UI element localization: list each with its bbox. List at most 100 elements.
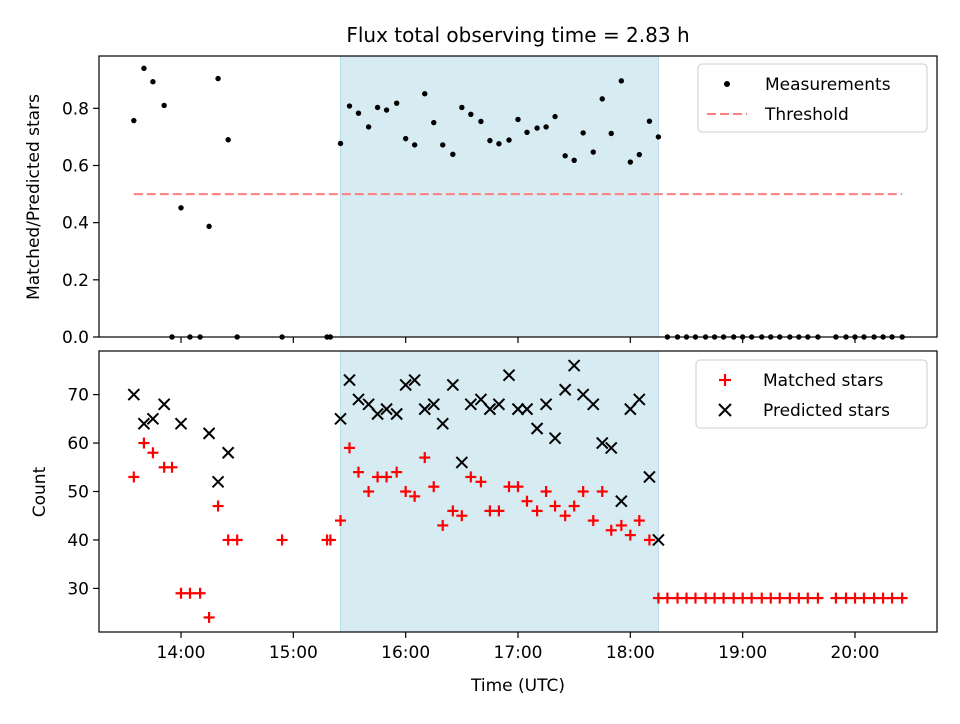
measurement-point xyxy=(355,110,362,116)
x-tick-label: 20:00 xyxy=(830,643,879,663)
matched-star-point xyxy=(886,592,898,604)
predicted-star-point xyxy=(127,388,141,401)
measurement-point xyxy=(411,142,418,148)
threshold-legend-label: Threshold xyxy=(764,105,849,125)
top-panel: 0.00.20.40.60.8 Matched/Predicted stars … xyxy=(24,55,938,348)
matched-star-point xyxy=(689,592,701,604)
predicted-star-point xyxy=(558,383,572,396)
x-tick-label: 19:00 xyxy=(718,643,767,663)
y-tick-label: 60 xyxy=(67,434,89,454)
matched-star-point xyxy=(128,471,140,483)
measurement-point xyxy=(450,151,456,158)
measurement-point xyxy=(402,135,409,142)
matched-star-point xyxy=(568,500,580,512)
matched-star-point xyxy=(194,587,206,599)
matched-star-point xyxy=(615,519,627,531)
y-tick-label: 0.6 xyxy=(62,156,89,176)
matched-star-point xyxy=(802,592,814,604)
matched-star-point xyxy=(184,587,196,599)
predicted-star-point xyxy=(343,373,356,387)
matched-star-point xyxy=(549,500,561,512)
matched-star-point xyxy=(419,452,431,464)
measurement-point xyxy=(646,118,653,124)
y-tick-label: 0.2 xyxy=(62,271,89,291)
matched-stars-points xyxy=(128,437,908,623)
matched-star-point xyxy=(587,515,599,527)
measurements-legend-label: Measurements xyxy=(765,75,891,95)
matched-star-point xyxy=(391,466,403,478)
y-tick-label: 70 xyxy=(67,386,89,406)
predicted-star-point xyxy=(624,402,637,416)
matched-stars-legend-label: Matched stars xyxy=(763,371,883,391)
x-tick-label: 15:00 xyxy=(269,643,318,663)
predicted-star-point xyxy=(492,398,506,411)
measurement-point xyxy=(131,117,137,124)
matched-star-point xyxy=(409,490,421,502)
matched-star-point xyxy=(381,471,393,483)
measurements-legend-marker xyxy=(724,81,730,87)
matched-star-point xyxy=(540,486,552,497)
matched-star-point xyxy=(512,481,524,493)
measurement-point xyxy=(206,223,212,230)
measurement-point xyxy=(337,140,344,147)
measurement-point xyxy=(422,91,428,97)
matched-star-point xyxy=(352,466,364,478)
measurement-point xyxy=(487,137,493,144)
matched-star-point xyxy=(774,592,786,604)
measurement-point xyxy=(543,124,549,130)
bottom-legend-box xyxy=(695,359,928,429)
y-tick-label: 0.4 xyxy=(62,214,89,234)
predicted-star-point xyxy=(157,398,171,411)
matched-star-point xyxy=(276,534,288,546)
measurement-point xyxy=(161,102,167,109)
predicted-star-point xyxy=(174,417,188,430)
predicted-star-point xyxy=(652,533,665,547)
bottom-panel: 30 40 50 60 70 14:00 15:00 16:00 17:00 18:00 19:0… xyxy=(30,350,938,696)
predicted-star-point xyxy=(146,412,160,426)
measurement-point xyxy=(571,157,577,164)
matched-star-point xyxy=(521,495,533,507)
bottom-x-axis: 14:00 15:00 16:00 17:00 18:00 19:00 20:00 xyxy=(157,632,879,663)
predicted-star-point xyxy=(520,402,534,416)
measurement-point xyxy=(383,107,390,113)
measurement-point xyxy=(215,75,221,82)
predicted-star-point xyxy=(352,393,365,406)
predicted-star-point xyxy=(474,393,488,406)
predicted-star-point xyxy=(615,494,628,508)
bottom-y-axis: 30 40 50 60 70 xyxy=(67,386,99,599)
top-y-axis-label: Matched/Predicted stars xyxy=(24,94,44,300)
matched-star-point xyxy=(465,471,477,483)
measurement-point xyxy=(524,129,530,136)
measurement-point xyxy=(562,153,568,159)
x-tick-label: 18:00 xyxy=(606,643,655,663)
matched-star-point xyxy=(624,529,636,541)
measurement-point xyxy=(627,159,634,165)
measurement-point xyxy=(468,111,474,118)
y-tick-label: 50 xyxy=(67,483,89,503)
matched-star-point xyxy=(428,481,440,493)
matched-star-point xyxy=(147,447,159,459)
measurement-point xyxy=(459,104,465,111)
measurement-point xyxy=(590,149,596,155)
measurement-point xyxy=(534,125,540,131)
matched-star-point xyxy=(212,500,224,512)
matched-star-point xyxy=(661,592,673,604)
predicted-star-point xyxy=(502,369,516,382)
y-tick-label: 0.8 xyxy=(62,99,89,119)
figure-title: Flux total observing time = 2.83 h xyxy=(346,23,689,47)
measurement-point xyxy=(599,96,605,102)
measurement-point xyxy=(608,130,614,137)
measurement-point xyxy=(515,116,521,123)
matched-star-point xyxy=(896,592,908,604)
measurement-point xyxy=(346,103,353,109)
predicted-star-point xyxy=(362,398,375,411)
matched-star-point xyxy=(475,476,487,488)
predicted-stars-legend-label: Predicted stars xyxy=(763,401,890,421)
measurement-point xyxy=(552,113,558,120)
predicted-star-point xyxy=(399,378,412,392)
measurement-point xyxy=(580,130,586,136)
matched-star-point xyxy=(577,486,589,497)
x-tick-label: 14:00 xyxy=(157,643,206,663)
predicted-star-point xyxy=(455,456,469,469)
